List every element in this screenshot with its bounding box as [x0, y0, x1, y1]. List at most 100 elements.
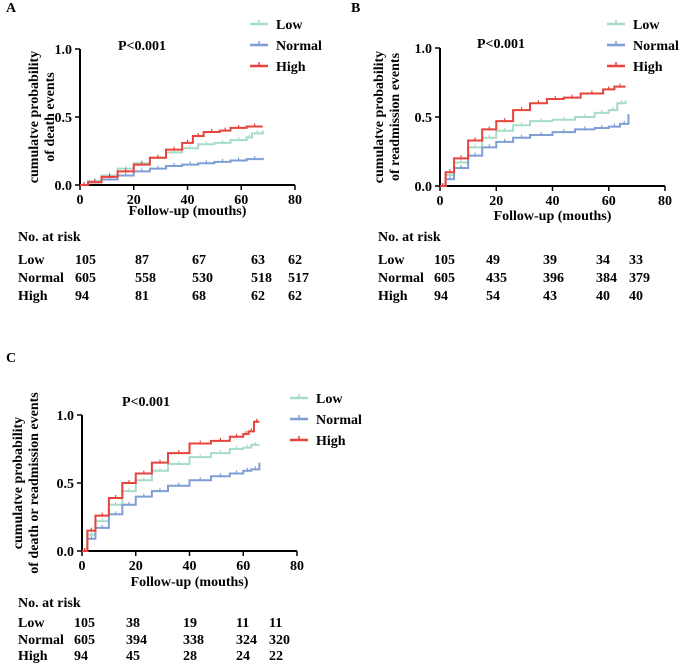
- x-tick-label: 20: [489, 194, 503, 209]
- risk-cell: 435: [486, 271, 507, 286]
- risk-cell: 605: [74, 633, 95, 648]
- risk-cell: 105: [75, 253, 96, 268]
- legend-label-high: High: [276, 60, 306, 75]
- x-tick-label: 80: [658, 194, 672, 209]
- risk-row-label: Low: [18, 253, 45, 268]
- risk-row-label: Normal: [18, 271, 64, 286]
- risk-cell: 394: [126, 633, 147, 648]
- risk-cell: 605: [75, 271, 96, 286]
- risk-table-title: No. at risk: [18, 596, 81, 611]
- km-chart-death: A 0 20 40 60 80 0.0 0.5 1.0 Follow-up (mouths) cum…: [6, 1, 322, 219]
- x-tick-label: 20: [129, 559, 143, 574]
- panel-label: A: [6, 1, 17, 16]
- risk-cell: 605: [434, 271, 455, 286]
- km-chart-readmission: B 0 20 40 60 80 0.0 0.5 1.0 Follow-up (mouths) cum…: [351, 1, 679, 224]
- risk-cell: 94: [75, 289, 89, 304]
- y-tick-label: 0.5: [55, 111, 73, 126]
- risk-cell: 28: [183, 649, 197, 664]
- p-value: P<0.001: [118, 39, 166, 54]
- legend-label-normal: Normal: [633, 39, 679, 54]
- y-tick-label: 1.0: [55, 43, 73, 58]
- risk-cell: 530: [192, 271, 213, 286]
- x-tick-label: 60: [236, 559, 250, 574]
- risk-cell: 24: [236, 649, 250, 664]
- y-axis-label-line: cumulatve probability: [11, 417, 26, 549]
- risk-cell: 54: [486, 289, 500, 304]
- legend-label-low: Low: [276, 18, 303, 33]
- risk-row-label: High: [18, 649, 48, 664]
- risk-cell: 62: [288, 253, 302, 268]
- x-axis-label: Follow-up (mouths): [129, 204, 247, 219]
- risk-row-label: Normal: [378, 271, 424, 286]
- panel-label: C: [6, 351, 16, 366]
- risk-cell: 338: [183, 633, 204, 648]
- x-tick-label: 40: [183, 559, 197, 574]
- x-tick-label: 60: [234, 193, 248, 208]
- y-tick-label: 0.0: [57, 545, 75, 560]
- risk-cell: 38: [126, 616, 140, 631]
- risk-table-death-or-readmission: No. at risk Low 105 38 19 11 11 Normal 6…: [18, 596, 338, 666]
- series-line-high: [440, 85, 626, 187]
- risk-cell: 384: [596, 271, 617, 286]
- risk-cell: 19: [183, 616, 197, 631]
- series-line-normal: [440, 114, 630, 187]
- y-axis-label: cumulatve probabilityof death events: [27, 51, 58, 183]
- legend-label-normal: Normal: [316, 413, 362, 428]
- risk-table-title: No. at risk: [378, 230, 441, 245]
- risk-cell: 87: [135, 253, 149, 268]
- x-tick-label: 60: [602, 194, 616, 209]
- risk-cell: 40: [629, 289, 643, 304]
- risk-cell: 81: [135, 289, 149, 304]
- risk-row-label: Low: [18, 616, 45, 631]
- y-axis-label-line: of readmission events: [388, 52, 403, 181]
- legend-label-normal: Normal: [276, 39, 322, 54]
- risk-row-label: High: [378, 289, 408, 304]
- y-tick-label: 0.0: [55, 179, 73, 194]
- panel-label: B: [351, 1, 360, 16]
- y-tick-label: 0.5: [57, 477, 75, 492]
- series-line-normal: [80, 157, 264, 186]
- risk-cell: 324: [236, 633, 257, 648]
- km-chart-death-or-readmission: C 0 20 40 60 80 0.0 0.5 1.0 Follow-up (mouths) cum…: [6, 351, 362, 590]
- risk-cell: 11: [236, 616, 250, 631]
- risk-cell: 379: [629, 271, 650, 286]
- risk-cell: 320: [269, 633, 290, 648]
- legend-label-low: Low: [316, 392, 343, 407]
- risk-cell: 517: [288, 271, 309, 286]
- series-line-high: [80, 125, 263, 186]
- risk-cell: 518: [251, 271, 272, 286]
- risk-cell: 22: [269, 649, 283, 664]
- risk-cell: 558: [135, 271, 156, 286]
- series-line-low: [80, 130, 264, 186]
- y-axis-label: cumulatve probabilityof readmission even…: [372, 51, 403, 183]
- y-axis-label-line: cumulatve probability: [372, 51, 387, 183]
- x-axis-label: Follow-up (mouths): [494, 209, 612, 224]
- risk-cell: 67: [192, 253, 206, 268]
- risk-cell: 396: [543, 271, 564, 286]
- risk-cell: 11: [269, 616, 283, 631]
- risk-cell: 49: [486, 253, 500, 268]
- risk-cell: 105: [434, 253, 455, 268]
- risk-cell: 39: [543, 253, 557, 268]
- risk-cell: 68: [192, 289, 206, 304]
- y-axis-label-line: cumulatve probability: [27, 51, 42, 183]
- x-tick-label: 20: [127, 193, 141, 208]
- risk-cell: 34: [596, 253, 610, 268]
- y-tick-label: 0.0: [415, 180, 433, 195]
- risk-table-title: No. at risk: [18, 230, 81, 245]
- p-value: P<0.001: [122, 395, 170, 410]
- x-tick-label: 40: [546, 194, 560, 209]
- legend-label-low: Low: [633, 18, 660, 33]
- y-tick-label: 0.5: [415, 111, 433, 126]
- risk-cell: 62: [288, 289, 302, 304]
- risk-cell: 94: [434, 289, 448, 304]
- x-tick-label: 80: [288, 193, 302, 208]
- risk-cell: 94: [74, 649, 88, 664]
- risk-cell: 105: [74, 616, 95, 631]
- series-line-normal: [82, 462, 261, 552]
- x-tick-label: 0: [437, 194, 444, 209]
- y-tick-label: 1.0: [57, 409, 75, 424]
- x-tick-label: 40: [181, 193, 195, 208]
- y-axis-label-line: of death events: [43, 72, 58, 162]
- risk-row-label: Normal: [18, 633, 64, 648]
